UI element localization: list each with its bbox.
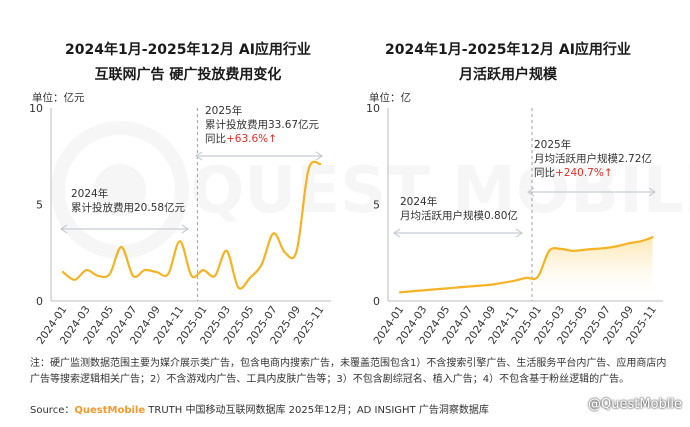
annotation-yoy-label: 同比 [205,132,226,145]
annotation-year: 2025年 [205,104,242,117]
annotation-bracket [194,151,324,161]
series-line [61,160,322,290]
left-chart-title: 2024年1月-2025年12月 AI应用行业 互联网广告 硬广投放费用变化 [38,38,338,88]
right-chart-title-line2: 月活跃用户规模 [459,67,557,83]
source-prefix: Source： [30,405,75,416]
left-unit-label: 单位：亿元 [32,92,85,104]
right-chart-title: 2024年1月-2025年12月 AI应用行业 月活跃用户规模 [358,38,658,88]
y-tick-label: 10 [366,102,380,115]
annotation-yoy: 同比+63.6%↑ [205,132,277,145]
series-line [398,236,654,294]
source-brand: QuestMobile [74,405,146,416]
annotation-yoy-value: +63.6%↑ [226,133,277,145]
series-area [400,237,653,301]
y-tick-label: 5 [36,199,43,212]
right-chart-title-line1: 2024年1月-2025年12月 AI应用行业 [385,42,631,58]
annotation-yoy-value: +240.7%↑ [555,167,613,179]
left-chart-title-line1: 2024年1月-2025年12月 AI应用行业 [65,42,311,58]
footnote: 注：硬广监测数据范围主要为媒介展示类广告，包含电商内搜索广告，未覆盖范围包含1）… [30,358,667,385]
y-tick-label: 0 [36,295,43,308]
y-tick-label: 0 [373,295,380,308]
annotation-bracket [392,228,524,238]
annotation-yoy: 同比+240.7%↑ [534,166,613,179]
annotation-yoy-label: 同比 [534,166,555,179]
annotation-year: 2024年 [400,195,437,208]
annotation-year: 2025年 [534,138,571,151]
right-unit-label: 单位：亿 [369,92,411,104]
annotation-year: 2024年 [71,187,108,200]
source-rest: TRUTH 中国移动互联网数据库 2025年12月；AD INSIGHT 广告洞… [145,405,489,416]
annotation-text: 月均活跃用户规模0.80亿 [400,209,518,222]
y-tick-label: 5 [373,199,380,212]
source-line: Source：QuestMobile TRUTH 中国移动互联网数据库 2025… [30,401,489,416]
y-tick-label: 10 [29,102,43,115]
annotation-text: 月均活跃用户规模2.72亿 [534,152,652,165]
account-handle: @QuestMobile [588,397,682,412]
annotation-bracket [526,187,657,197]
annotation-text: 累计投放费用20.58亿元 [71,201,186,214]
left-chart-title-line2: 互联网广告 硬广投放费用变化 [94,67,282,83]
annotation-text: 累计投放费用33.67亿元 [205,118,320,131]
annotation-bracket [59,224,190,234]
